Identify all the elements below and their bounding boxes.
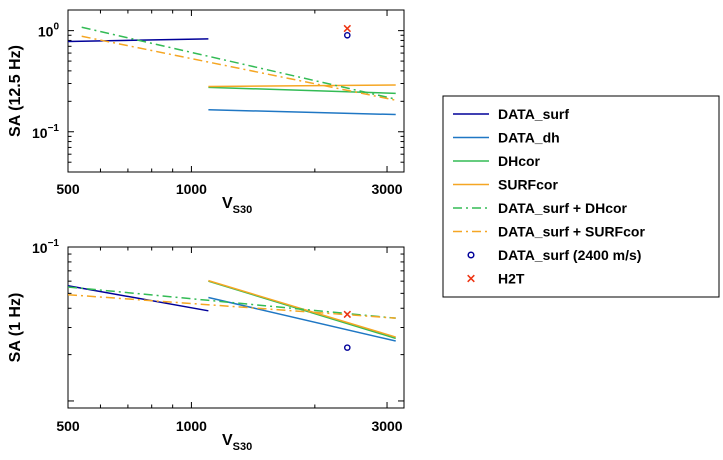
legend-swatch <box>467 274 475 283</box>
series-line-data-dh <box>208 109 396 116</box>
plot-frame <box>67 246 405 409</box>
y-tick-label: 10−1 <box>32 238 59 256</box>
series-line-data-dh <box>208 296 396 342</box>
legend-item-dhcor: DHcor <box>453 153 541 169</box>
y-axis-label: SA (12.5 Hz) <box>7 45 24 137</box>
x-tick-label: 1000 <box>176 181 207 197</box>
legend-item-data-surf: DATA_surf <box>453 106 569 122</box>
legend: DATA_surf DATA_dh DHcor SURFcor DATA_surf + … <box>442 95 720 298</box>
legend-item-data-surf-dhcor: DATA_surf + DHcor <box>453 200 628 216</box>
legend-swatch <box>467 251 475 259</box>
legend-label: DATA_surf + DHcor <box>498 200 628 216</box>
x-tick-label: 3000 <box>371 181 402 197</box>
legend-label: DATA_surf <box>498 106 569 122</box>
x-tick-label: 1000 <box>176 418 207 434</box>
legend-label: DATA_surf + SURFcor <box>498 224 645 240</box>
x-tick-label: 500 <box>56 181 80 197</box>
plot-frame <box>67 9 405 173</box>
legend-box <box>442 95 720 298</box>
legend-label: DATA_surf (2400 m/s) <box>498 247 641 263</box>
x-axis-label: VS30 <box>222 432 252 453</box>
series-line-data-surf-dhcor <box>81 26 396 100</box>
marker-data-surf-2400-m-s <box>343 344 351 351</box>
marker-h2t <box>343 310 352 319</box>
x-tick-label: 3000 <box>371 418 402 434</box>
legend-item-data-surf-surfcor: DATA_surf + SURFcor <box>453 224 645 240</box>
legend-label: DHcor <box>498 153 541 169</box>
y-tick-label: 10−1 <box>32 123 59 141</box>
y-axis-label: SA (1 Hz) <box>7 293 24 363</box>
legend-item-data-surf-2400-m-s: DATA_surf (2400 m/s) <box>467 247 641 263</box>
series-line-surfcor <box>208 84 396 88</box>
legend-label: SURFcor <box>498 177 558 193</box>
series-group <box>68 24 396 116</box>
series-line-data-surf-surfcor <box>68 293 396 319</box>
legend-item-surfcor: SURFcor <box>453 177 558 193</box>
x-axis-label: VS30 <box>222 195 252 216</box>
series-line-data-surf-dhcor <box>68 286 396 319</box>
x-tick-label: 500 <box>56 418 80 434</box>
legend-label: H2T <box>498 271 525 287</box>
marker-data-surf-2400-m-s <box>343 31 351 39</box>
series-group <box>68 279 396 351</box>
panel-2: 500 1000 3000 10−1 SA (1 Hz) VS30 <box>7 238 405 453</box>
legend-item-data-dh: DATA_dh <box>453 130 560 146</box>
legend-item-h2t: H2T <box>467 271 525 287</box>
legend-label: DATA_dh <box>498 130 560 146</box>
series-line-data-surf-surfcor <box>81 35 396 101</box>
panel-1: 500 1000 3000 100 10−1 SA (12.5 Hz) VS30 <box>7 9 405 216</box>
y-tick-label: 100 <box>38 22 60 40</box>
marker-h2t <box>343 24 352 33</box>
